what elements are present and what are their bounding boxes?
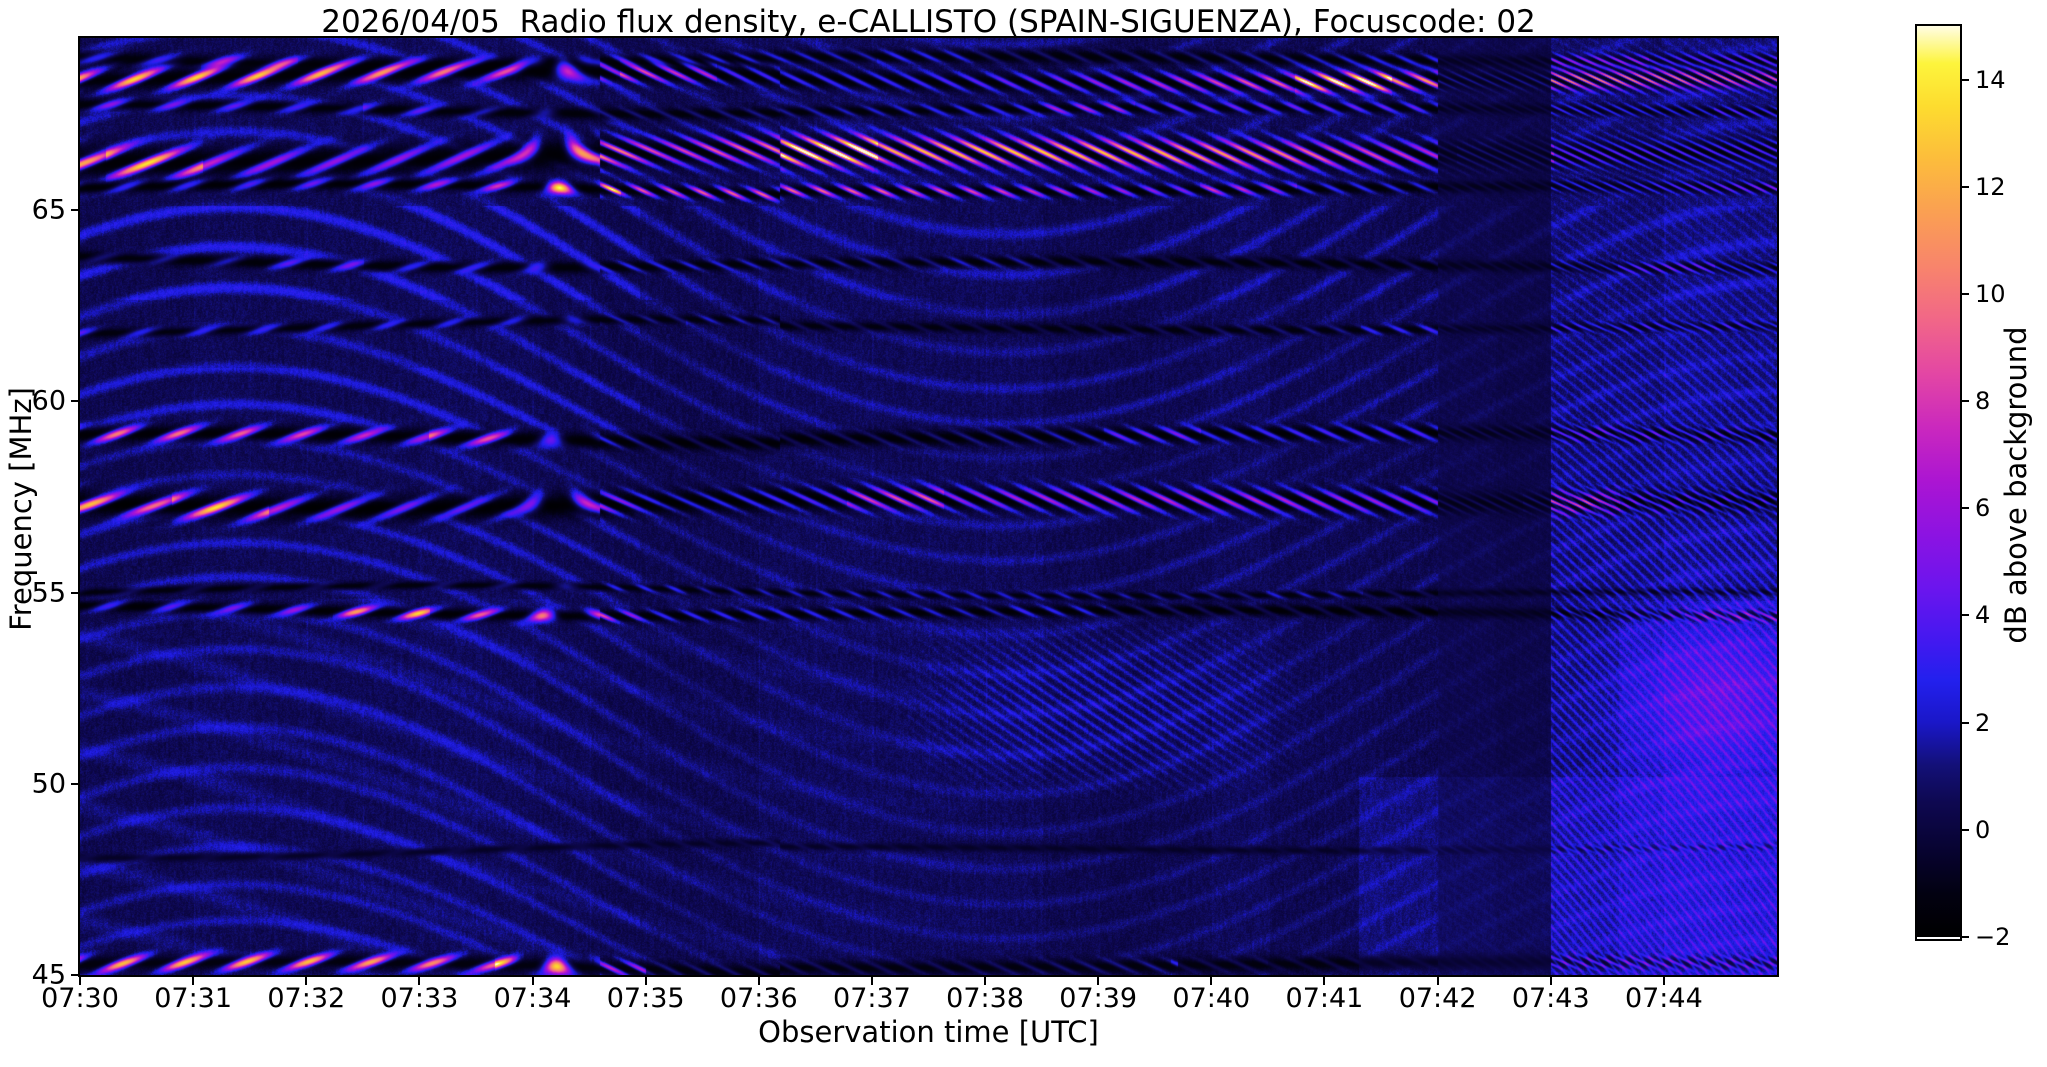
x-tick-label: 07:39: [1059, 983, 1138, 1014]
chart-title: 2026/04/05 Radio flux density, e-CALLIST…: [321, 4, 1536, 40]
x-tick-label: 07:35: [606, 983, 685, 1014]
colorbar-tick-label: 0: [1975, 815, 1991, 844]
x-tick-label: 07:42: [1398, 983, 1477, 1014]
x-axis-label: Observation time [UTC]: [758, 1015, 1099, 1049]
y-tick-mark: [71, 591, 80, 594]
colorbar-tick-mark: [1961, 292, 1969, 295]
colorbar-tick-label: 12: [1975, 172, 2006, 201]
x-tick-label: 07:37: [833, 983, 911, 1014]
colorbar-label: dB above background: [1999, 326, 2033, 644]
x-tick-label: 07:33: [380, 983, 459, 1014]
y-tick-mark: [71, 782, 80, 785]
colorbar-tick-label: 14: [1975, 65, 2006, 94]
x-tick-mark: [79, 976, 81, 985]
y-tick-label: 50: [31, 768, 66, 800]
x-tick-label: 07:31: [154, 983, 233, 1014]
x-tick-mark: [1436, 976, 1439, 985]
colorbar-tick-label: 10: [1975, 279, 2006, 308]
colorbar-tick-mark: [1961, 936, 1969, 938]
x-tick-mark: [305, 976, 308, 985]
colorbar-gradient: [1917, 26, 1960, 937]
x-tick-mark: [644, 976, 647, 985]
colorbar-tick-label: 4: [1975, 601, 1991, 630]
y-axis-label: Frequency [MHz]: [4, 387, 38, 631]
x-tick-mark: [757, 976, 760, 985]
x-tick-label: 07:30: [41, 983, 119, 1014]
colorbar-tick-label: −2: [1975, 923, 2011, 951]
y-tick-mark: [71, 400, 80, 403]
x-tick-mark: [1662, 976, 1665, 985]
x-tick-mark: [1097, 976, 1100, 985]
x-tick-label: 07:43: [1511, 983, 1590, 1014]
colorbar-tick-label: 2: [1975, 708, 1991, 737]
colorbar-tick-mark: [1961, 185, 1969, 188]
x-tick-mark: [1210, 976, 1213, 985]
y-tick-mark: [71, 974, 80, 976]
x-tick-label: 07:40: [1172, 983, 1251, 1014]
x-tick-label: 07:41: [1285, 983, 1364, 1014]
x-tick-label: 07:36: [719, 983, 798, 1014]
x-tick-mark: [1549, 976, 1552, 985]
x-tick-mark: [870, 976, 873, 985]
x-tick-mark: [192, 976, 195, 985]
colorbar-tick-mark: [1961, 614, 1969, 617]
y-tick-label: 65: [31, 194, 66, 226]
y-tick-mark: [71, 209, 80, 212]
colorbar-tick-mark: [1961, 828, 1969, 831]
spectrogram-canvas: [80, 38, 1777, 975]
y-tick-label: 45: [31, 959, 66, 991]
x-tick-mark: [531, 976, 534, 985]
colorbar-tick-mark: [1961, 78, 1969, 81]
colorbar-tick-mark: [1961, 400, 1969, 403]
colorbar-tick-label: 8: [1975, 387, 1991, 416]
colorbar-tick-label: 6: [1975, 494, 1991, 523]
x-tick-label: 07:34: [493, 983, 572, 1014]
y-tick-label: 55: [31, 577, 66, 609]
x-tick-label: 07:44: [1624, 983, 1703, 1014]
colorbar-tick-mark: [1961, 507, 1969, 510]
y-tick-label: 60: [31, 385, 66, 417]
colorbar-tick-mark: [1961, 721, 1969, 724]
x-tick-label: 07:38: [946, 983, 1024, 1014]
x-tick-label: 07:32: [267, 983, 346, 1014]
x-tick-mark: [984, 976, 987, 985]
x-tick-mark: [1323, 976, 1326, 985]
x-tick-mark: [418, 976, 421, 985]
